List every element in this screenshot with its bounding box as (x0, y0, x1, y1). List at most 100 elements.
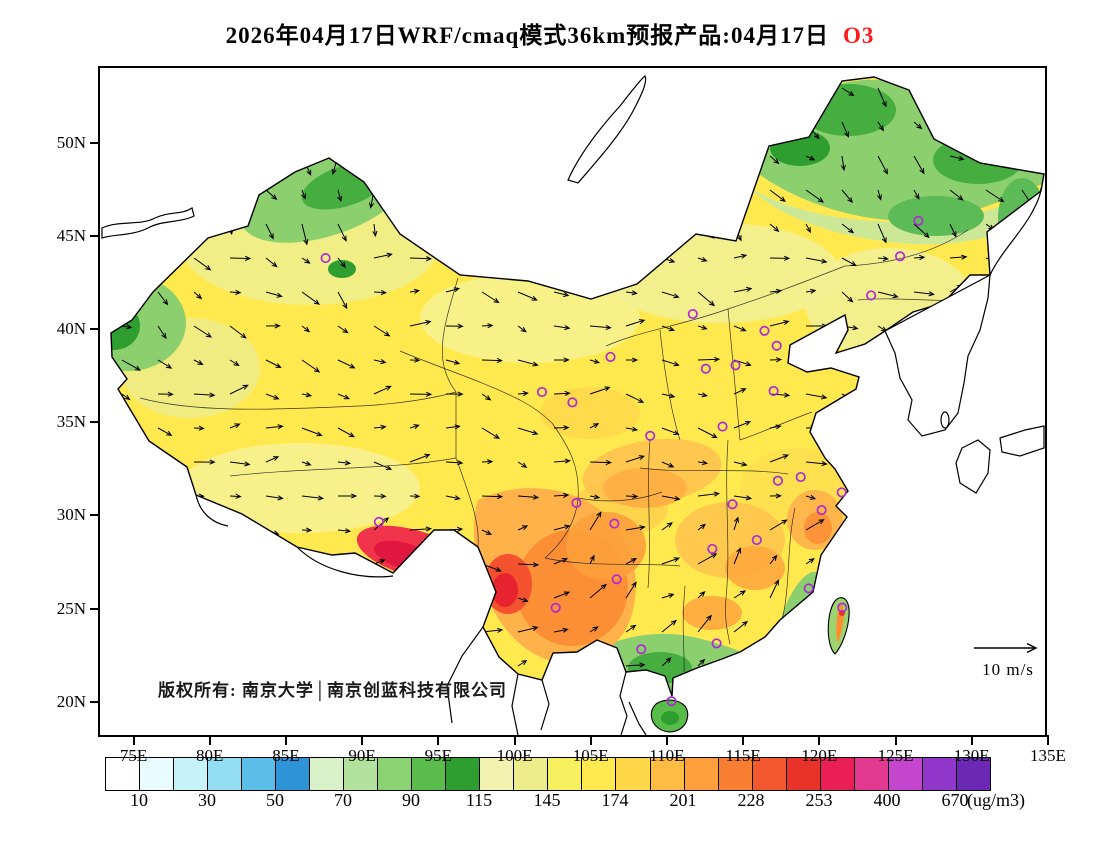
wind-vector-arrow (949, 254, 968, 260)
wind-vector-arrow (733, 461, 748, 467)
wind-vector-arrow (733, 87, 741, 107)
wind-vector-arrow (769, 454, 790, 463)
wind-vector-arrow (193, 189, 199, 211)
wind-vector-arrow (301, 527, 313, 533)
wind-vector-arrow (733, 495, 753, 501)
wind-vector-arrow (517, 256, 529, 262)
wind-vector-arrow (625, 189, 645, 199)
wind-vector-arrow (805, 189, 825, 203)
wind-vector-arrow (733, 388, 747, 395)
lat-tick (90, 607, 100, 610)
colorbar-cell (276, 758, 311, 790)
wind-vector-arrow (193, 121, 199, 144)
wind-vector-arrow (1021, 155, 1029, 167)
colorbar-cell (854, 758, 889, 790)
wind-vector-arrow (445, 359, 461, 365)
wind-vector-arrow (733, 189, 739, 203)
wind-vector-arrow (661, 593, 675, 599)
wind-vector-arrow (481, 393, 492, 401)
wind-vector-arrow (553, 627, 569, 633)
colorbar-cell (582, 758, 617, 790)
colorbar-cell (174, 758, 209, 790)
wind-vector-arrow (157, 524, 174, 531)
china-o3-forecast-map (101, 75, 1045, 735)
wind-vector-arrow (445, 560, 462, 566)
wind-vector-arrow (949, 421, 963, 429)
wind-vector-arrow (265, 630, 285, 636)
wind-vector-arrow (625, 393, 645, 403)
city-marker (803, 583, 814, 594)
city-marker (567, 397, 578, 408)
wind-vector-arrow (877, 189, 882, 201)
wind-vector-arrow (697, 491, 721, 497)
wind-vector-arrow (697, 591, 706, 599)
wind-vector-arrow (337, 223, 347, 242)
wind-vector-arrow (805, 626, 816, 633)
wind-vector-arrow (190, 155, 197, 168)
wind-vector-arrow (373, 325, 391, 337)
wind-vector-arrow (733, 155, 749, 169)
colorbar-tick-label: 228 (737, 790, 765, 810)
wind-vector-arrow (733, 590, 747, 599)
wind-vector-arrow (265, 591, 279, 599)
wind-vector-arrow (661, 522, 673, 531)
lat-tick (90, 421, 100, 424)
wind-vector-arrow (589, 583, 607, 599)
colorbar-cell (412, 758, 447, 790)
wind-vector-arrow (841, 427, 855, 439)
wind-vector-arrow (1021, 291, 1035, 297)
wind-vector-arrow (157, 359, 173, 369)
wind-vector-arrow (193, 223, 199, 235)
wind-vector-arrow (445, 155, 457, 166)
wind-vector-arrow (227, 87, 233, 100)
wind-vector-arrow (302, 700, 321, 708)
lake-balkhash (101, 207, 195, 239)
wind-vector-arrow (697, 685, 715, 696)
colorbar-cell (752, 758, 787, 790)
wind-vector-arrow (625, 662, 646, 668)
wind-scale-label: 10 m/s (982, 660, 1034, 679)
city-marker (373, 516, 384, 527)
colorbar-tick-label: 201 (669, 790, 697, 810)
lon-tick-label: 85E (272, 746, 300, 765)
wind-vector-arrow (841, 524, 858, 531)
city-marker (687, 308, 698, 320)
city-marker (759, 325, 770, 336)
wind-vector-arrow (373, 517, 390, 531)
wind-vector-arrow (157, 325, 167, 340)
city-marker (768, 385, 779, 397)
wind-vector-arrow (913, 682, 925, 696)
wind-vector-arrow (553, 558, 569, 565)
wind-vector-arrow (446, 595, 464, 601)
wind-vector-arrow (445, 287, 461, 293)
lon-tick-label: 130E (953, 746, 990, 765)
city-marker (795, 471, 806, 483)
wind-vector-arrow (265, 87, 275, 103)
wind-vector-arrow (805, 519, 825, 531)
wind-vector-arrow (733, 121, 745, 131)
wind-vector-arrow (913, 155, 925, 175)
wind-vector-arrow (373, 155, 379, 169)
wind-vector-arrow (805, 87, 812, 97)
wind-vector-arrow (877, 426, 900, 432)
wind-vector-arrow (913, 587, 921, 599)
wind-vector-arrow (121, 324, 133, 330)
lon-tick-label: 100E (496, 746, 533, 765)
wind-vector-arrow (913, 458, 926, 464)
wind-vector-arrow (769, 121, 785, 135)
wind-vector-arrow (1021, 591, 1041, 599)
lat-tick (90, 141, 100, 144)
wind-vector-arrow (589, 494, 601, 500)
title-text: 2026年04月17日WRF/cmaq模式36km预报产品:04月17日 (225, 23, 829, 48)
wind-vector-arrow (157, 659, 174, 667)
colorbar-cell (208, 758, 243, 790)
wind-vector-arrow (553, 223, 566, 236)
wind-vector-arrow (445, 629, 462, 635)
wind-vector-arrow (553, 425, 570, 431)
lat-tick (90, 700, 100, 703)
wind-vector-arrow (265, 223, 274, 240)
kyushu-island (955, 439, 991, 494)
wind-vector-arrow (337, 663, 352, 669)
wind-vector-arrow (553, 291, 570, 297)
lon-tick-label: 125E (877, 746, 914, 765)
